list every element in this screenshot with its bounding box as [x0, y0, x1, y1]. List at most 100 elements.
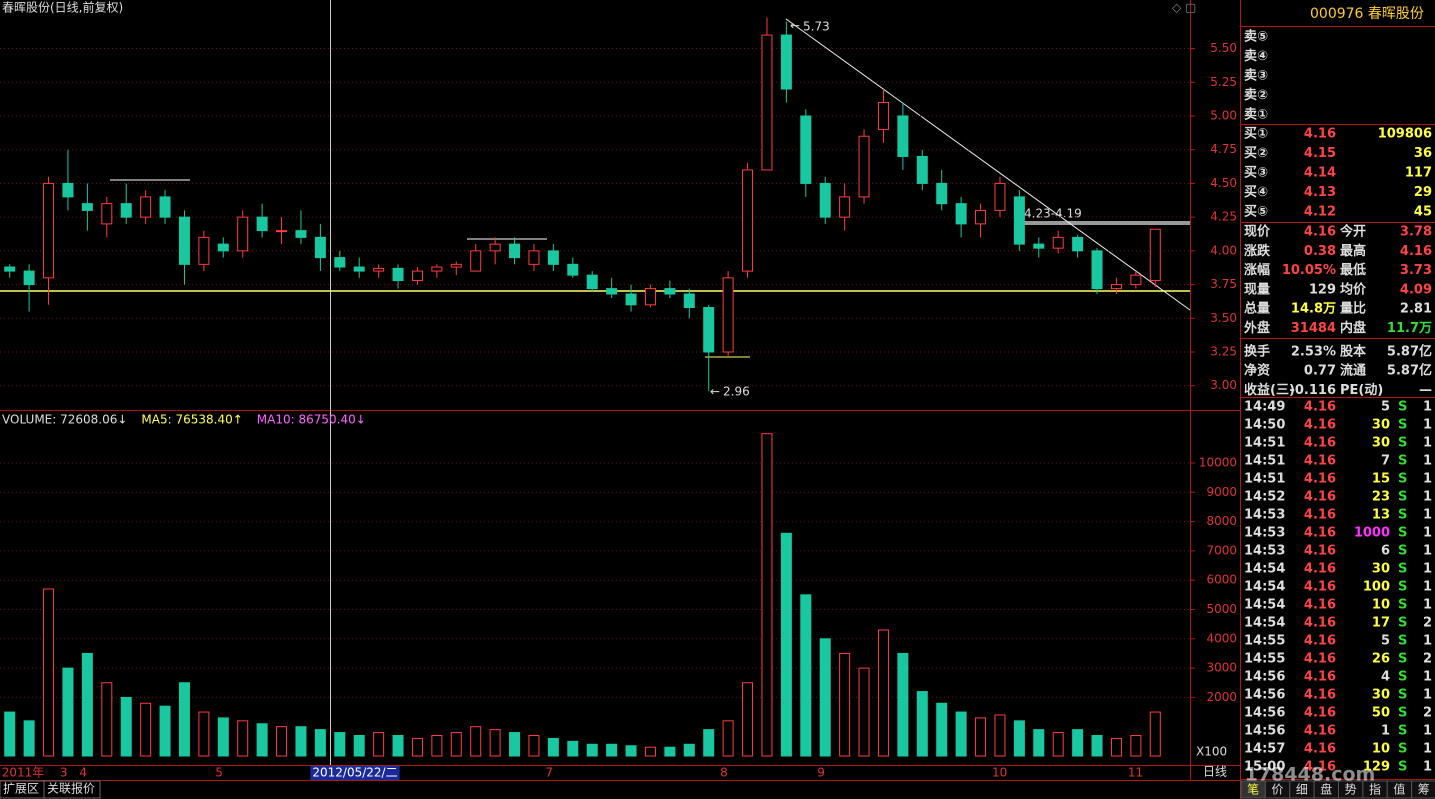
tick-price: 4.16 — [1304, 598, 1336, 613]
stat-label: 涨跌 — [1243, 243, 1271, 259]
panel-tab[interactable]: 指 — [1369, 782, 1381, 797]
period: 日线 — [1203, 765, 1227, 779]
tick-count: 1 — [1423, 454, 1432, 469]
volume-bar — [722, 720, 734, 757]
tick-volume: 30 — [1372, 436, 1390, 451]
volume-bar — [392, 734, 404, 757]
candle-body — [237, 216, 249, 252]
tick-side: S — [1398, 706, 1407, 721]
tick-volume: 15 — [1372, 472, 1390, 487]
bottom-tab[interactable]: 关联报价 — [47, 781, 95, 796]
buy-price: 4.15 — [1304, 146, 1336, 161]
candle-body — [780, 34, 792, 90]
buy-volume: 109806 — [1378, 127, 1432, 142]
tick-time: 14:56 — [1244, 688, 1285, 703]
candle-body — [198, 236, 210, 265]
tick-volume: 1000 — [1354, 526, 1390, 541]
candle-body — [334, 257, 346, 268]
volume-legend: MA10: 86750.40↓ — [257, 413, 366, 427]
bottom-tab[interactable]: 扩展区 — [3, 782, 39, 796]
y-tick-label: 5000 — [1206, 602, 1237, 616]
tick-side: S — [1398, 742, 1407, 757]
volume-bar — [586, 743, 598, 757]
tick-count: 1 — [1423, 688, 1432, 703]
stat-label: 收益(三) — [1244, 382, 1295, 398]
candle-body — [644, 288, 656, 306]
annotation: ← — [790, 19, 800, 33]
panel-tab[interactable]: 细 — [1296, 783, 1308, 797]
candle-body — [217, 243, 229, 252]
panel-tab[interactable]: 价 — [1272, 783, 1284, 797]
volume-bar — [373, 732, 385, 757]
tick-time: 14:50 — [1244, 418, 1285, 433]
panel-tab[interactable]: 盘 — [1320, 782, 1332, 797]
sell-label: 卖① — [1244, 107, 1268, 123]
tick-volume: 10 — [1372, 742, 1390, 757]
stat-label: PE(动) — [1340, 383, 1383, 398]
volume-bar — [625, 745, 637, 757]
candle-body — [178, 216, 190, 265]
volume-bar — [897, 652, 909, 757]
tab-frame — [43, 780, 101, 799]
candle-body — [256, 216, 268, 232]
tick-count: 1 — [1423, 598, 1432, 613]
tick-count: 1 — [1423, 544, 1432, 559]
stat-value: -0.116 — [1289, 383, 1336, 398]
volume-bar — [1149, 711, 1161, 757]
x-tick-label: 10 — [992, 766, 1007, 780]
tick-count: 1 — [1423, 436, 1432, 451]
tick-side: S — [1398, 760, 1407, 775]
x-tick-label: 11 — [1128, 766, 1143, 780]
candle-body — [1072, 236, 1084, 252]
panel-tab[interactable]: 值 — [1393, 782, 1405, 797]
tick-price: 4.16 — [1304, 436, 1336, 451]
volume-bar — [703, 729, 715, 757]
candle-body — [159, 196, 171, 218]
window-icons: ◇ ▢ — [1172, 1, 1196, 15]
volume-bar — [489, 729, 501, 757]
panel-tab[interactable]: 笔 — [1247, 782, 1259, 797]
volume-bar — [509, 732, 521, 757]
volume-bar — [606, 743, 618, 757]
panel-tab[interactable]: 筹 — [1418, 783, 1430, 797]
tick-price: 4.16 — [1304, 742, 1336, 757]
volume-bar — [23, 720, 35, 757]
stat-label: 外盘 — [1243, 320, 1270, 336]
buy-volume: 45 — [1414, 205, 1432, 220]
candle-body — [509, 243, 521, 259]
tick-time: 14:53 — [1244, 508, 1285, 523]
volume-bar — [314, 729, 326, 757]
tick-count: 1 — [1423, 562, 1432, 577]
tick-price: 4.16 — [1304, 670, 1336, 685]
volume-bar — [450, 732, 462, 757]
volume-bar — [528, 734, 540, 757]
buy-label: 买④ — [1244, 185, 1268, 200]
candle-body — [625, 293, 637, 306]
y-tick-label: 4.50 — [1210, 176, 1237, 190]
stat-label: 现量 — [1244, 282, 1270, 297]
candle-body — [392, 267, 404, 282]
buy-price: 4.12 — [1304, 205, 1336, 220]
stat-label: 总量 — [1244, 301, 1270, 317]
volume-bar — [431, 734, 443, 757]
tick-price: 4.16 — [1304, 454, 1336, 469]
volume-bar — [120, 696, 132, 757]
tick-price: 4.16 — [1304, 490, 1336, 505]
panel-tab[interactable]: 势 — [1345, 783, 1357, 797]
tick-price: 4.16 — [1304, 562, 1336, 577]
sell-label: 卖② — [1244, 87, 1268, 103]
stat-value: 14.8万 — [1291, 302, 1336, 317]
tick-price: 4.16 — [1304, 508, 1336, 523]
stat-value: — — [1419, 383, 1432, 398]
volume-bar — [256, 723, 268, 757]
sell-label: 卖④ — [1244, 48, 1268, 64]
panel-tab-frame[interactable] — [1411, 780, 1435, 799]
tick-side: S — [1398, 634, 1407, 649]
tick-side: S — [1398, 436, 1407, 451]
candle-body — [470, 250, 482, 272]
tick-side: S — [1398, 688, 1407, 703]
y-tick-label: 3.00 — [1210, 378, 1237, 392]
volume-bar — [1072, 729, 1084, 757]
tick-time: 14:53 — [1244, 544, 1285, 559]
volume-bar — [1033, 729, 1045, 757]
